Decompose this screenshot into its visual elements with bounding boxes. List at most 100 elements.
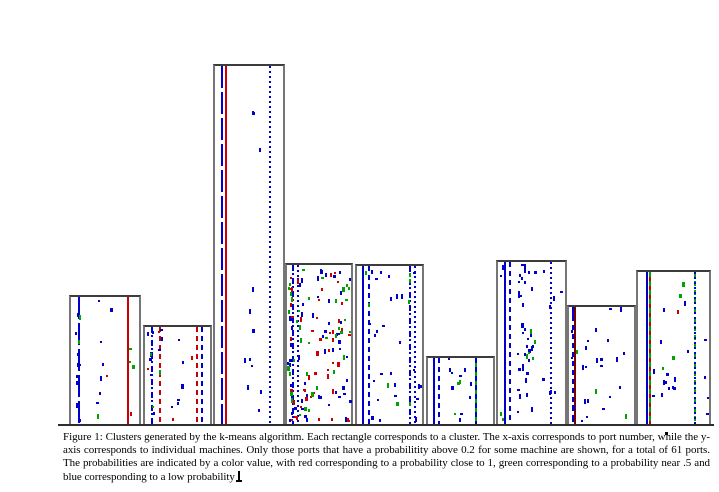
probability-mark [310,396,312,398]
probability-mark [348,334,351,336]
cluster-rect [496,260,567,426]
probability-mark [664,381,667,384]
probability-mark [674,377,676,382]
probability-mark [585,346,587,350]
probability-mark [346,284,348,287]
probability-mark [252,112,255,115]
probability-mark [289,283,291,286]
probability-mark [327,374,329,379]
probability-mark [79,364,81,366]
probability-column-line [414,266,416,424]
probability-mark [291,412,293,415]
probability-mark [600,365,603,367]
probability-mark [338,333,340,335]
probability-mark [581,420,583,422]
probability-mark [549,391,551,395]
probability-mark [525,378,527,383]
figure-caption-text: Figure 1: Clusters generated by the k-me… [63,431,710,483]
probability-mark [77,353,79,356]
probability-mark [288,310,290,314]
probability-mark [316,317,318,319]
probability-mark [519,394,521,399]
probability-mark [663,380,665,385]
probability-mark [409,273,411,277]
probability-mark [247,385,249,390]
probability-mark [129,348,132,350]
probability-mark [534,340,536,344]
probability-mark [549,305,551,309]
probability-mark [338,396,341,398]
probability-mark [409,402,411,406]
probability-mark [530,333,532,337]
probability-mark [308,342,310,344]
probability-mark [316,386,318,390]
probability-mark [394,395,397,397]
probability-mark [377,399,379,401]
probability-mark [677,310,679,314]
probability-mark [324,330,327,333]
probability-mark [408,300,410,304]
probability-mark [341,302,343,305]
probability-mark [502,265,505,270]
probability-mark [288,287,290,290]
probability-mark [252,329,255,333]
probability-mark [521,277,523,280]
probability-mark [340,331,343,334]
cluster-rect [567,305,636,426]
probability-mark [522,303,524,307]
cluster-rect [213,64,285,426]
probability-mark [330,273,332,277]
probability-mark [110,308,113,312]
probability-mark [668,387,670,390]
probability-mark [368,303,370,307]
probability-mark [672,356,675,360]
probability-mark [328,322,330,325]
probability-mark [502,418,504,421]
probability-mark [524,281,526,284]
probability-mark [324,349,326,351]
probability-mark [527,338,529,340]
probability-mark [301,312,303,317]
probability-mark [528,352,530,354]
probability-mark [500,275,502,277]
probability-mark [584,399,586,404]
probability-mark [534,271,537,274]
probability-mark [333,275,336,278]
probability-mark [459,380,461,384]
probability-mark [572,312,574,316]
probability-mark [585,366,587,368]
probability-column-line [572,307,574,424]
probability-mark [660,340,662,344]
probability-mark [382,325,385,327]
probability-mark [177,402,179,405]
probability-mark [338,340,341,344]
probability-column-line [438,358,440,424]
cluster-rect [355,264,424,426]
probability-mark [314,372,317,375]
probability-mark [77,363,79,367]
probability-mark [151,380,153,385]
probability-mark [374,334,376,337]
probability-mark [337,281,339,283]
probability-mark [521,264,524,266]
probability-mark [306,372,308,376]
probability-mark [76,375,79,378]
probability-mark [526,354,528,359]
text-cursor[interactable] [235,470,243,482]
probability-mark [344,319,346,321]
probability-mark [318,395,320,399]
probability-mark [542,378,545,381]
probability-mark [399,341,401,344]
probability-mark [553,296,555,301]
probability-mark [311,330,314,332]
probability-mark [324,350,326,354]
probability-mark [328,404,330,406]
probability-mark [290,389,293,392]
probability-mark [290,343,292,347]
probability-mark [158,349,161,351]
probability-mark [341,328,343,332]
probability-mark [616,357,618,362]
probability-mark [327,369,329,371]
probability-mark [76,381,79,385]
probability-mark [152,406,154,408]
